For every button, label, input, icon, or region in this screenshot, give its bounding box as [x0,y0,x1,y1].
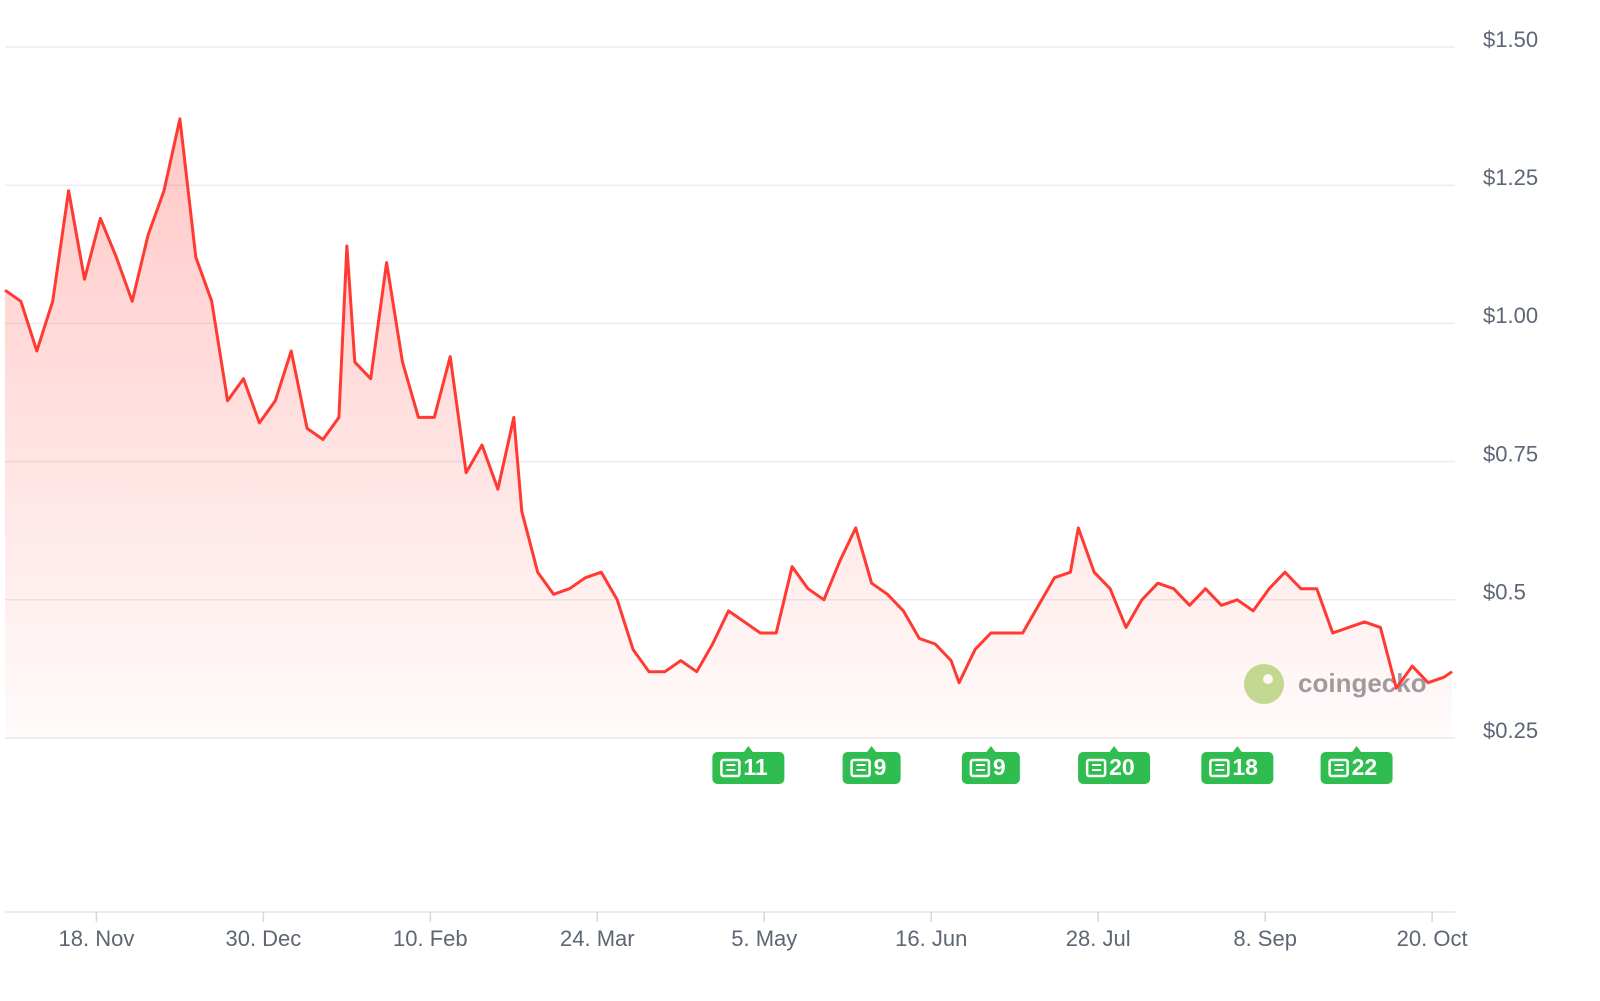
news-badge: 20 [1078,746,1151,784]
y-tick-label: $1.50 [1483,27,1538,52]
y-tick-label: $0.75 [1483,441,1538,466]
news-badge: 11 [712,746,785,784]
y-tick-label: $0.25 [1483,718,1538,743]
news-badge: 18 [1201,746,1274,784]
x-tick-label: 18. Nov [59,926,135,951]
news-count: 9 [993,754,1006,780]
x-tick-label: 28. Jul [1066,926,1131,951]
news-icon [1085,758,1107,778]
news-count: 18 [1232,754,1258,780]
news-badge: 22 [1320,746,1393,784]
x-tick-label: 5. May [731,926,797,951]
x-tick-label: 20. Oct [1397,926,1468,951]
price-area [5,118,1452,738]
news-icon [1209,758,1230,778]
news-icon [1328,758,1349,778]
news-count: 9 [874,754,887,780]
news-count: 22 [1352,754,1378,780]
price-line [4,117,1453,690]
x-tick-label: 30. Dec [225,926,301,951]
y-tick-label: $1.00 [1483,303,1538,328]
news-badge: 9 [842,746,901,784]
y-tick-label: $0.5 [1483,580,1526,605]
x-tick-label: 24. Mar [560,926,635,951]
news-icon [850,758,871,778]
news-count: 20 [1109,754,1135,780]
news-icon [720,758,741,778]
news-badge: 9 [961,746,1020,784]
x-tick-label: 8. Sep [1233,926,1297,951]
y-tick-label: $1.25 [1483,165,1538,190]
x-tick-label: 16. Jun [895,926,967,951]
news-icon [969,758,991,778]
news-count: 11 [743,754,768,780]
x-tick-label: 10. Feb [393,926,468,951]
